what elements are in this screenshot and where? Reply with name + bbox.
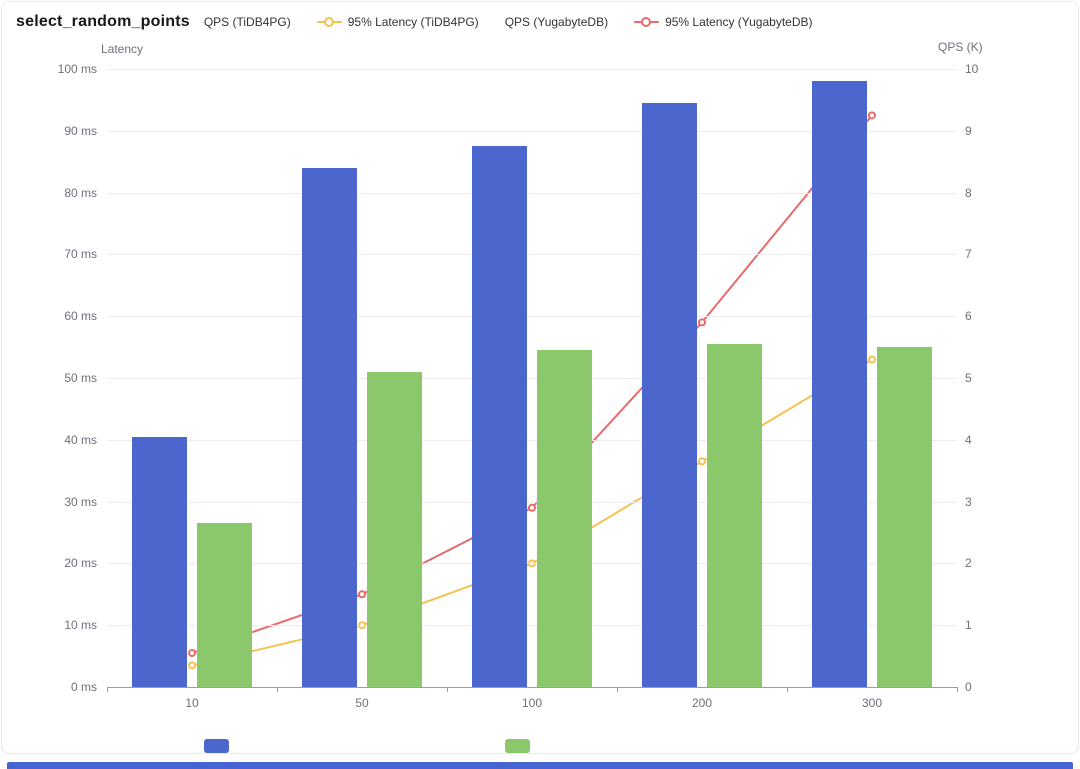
legend-bar-swatch-icon: [203, 739, 229, 753]
line-95-latency-yugabytedb: [191, 114, 873, 654]
gridline: [107, 625, 957, 627]
x-axis-tick: [617, 687, 618, 692]
gridline: [107, 563, 957, 565]
x-tick-label: 50: [355, 696, 369, 710]
x-axis-tick: [957, 687, 958, 692]
left-tick-label: 80 ms: [64, 185, 97, 200]
right-axis-name: QPS (K): [938, 40, 983, 54]
right-tick-label: 5: [965, 371, 972, 385]
bar-qps-yugabytedb-50[interactable]: [367, 371, 422, 687]
data-point-95-latency-yugabytedb-100[interactable]: [528, 503, 536, 512]
legend-item-95-latency-tidb4pg[interactable]: 95% Latency (TiDB4PG): [316, 15, 479, 29]
left-tick-label: 60 ms: [64, 309, 97, 324]
data-point-95-latency-yugabytedb-200[interactable]: [698, 318, 706, 327]
bar-qps-tidb4pg-300[interactable]: [812, 81, 867, 687]
x-tick-label: 200: [691, 696, 713, 710]
left-tick-label: 20 ms: [64, 556, 97, 571]
right-axis-labels: 0 1 2 3 4 5 6 7 8 9 10: [965, 62, 1025, 694]
right-tick-label: 8: [965, 185, 972, 200]
left-tick-label: 40 ms: [64, 432, 97, 447]
line-95-latency-tidb4pg: [191, 358, 873, 667]
bar-qps-yugabytedb-300[interactable]: [877, 347, 932, 687]
gridline: [107, 192, 957, 194]
right-tick-label: 3: [965, 494, 972, 509]
right-tick-label: 1: [965, 618, 972, 633]
legend-item-qps-yugabytedb[interactable]: QPS (YugabyteDB): [504, 15, 609, 753]
legend-bar-swatch-icon: [504, 739, 530, 753]
chart-title: select_random_points: [16, 13, 190, 30]
right-tick-label: 4: [965, 432, 972, 447]
left-tick-label: 70 ms: [64, 247, 97, 262]
bar-qps-tidb4pg-200[interactable]: [642, 103, 697, 687]
x-tick-label: 10: [185, 696, 199, 710]
legend-dot-icon: [323, 17, 334, 27]
bar-qps-tidb4pg-100[interactable]: [472, 146, 527, 687]
gridline: [107, 501, 957, 503]
gridline: [107, 69, 957, 70]
chart-header: select_random_points QPS (TiDB4PG) 95% La…: [2, 2, 1078, 753]
x-tick-label: 100: [521, 696, 543, 710]
legend: QPS (TiDB4PG) 95% Latency (TiDB4PG) QPS (Y…: [203, 15, 813, 753]
left-tick-label: 100 ms: [57, 62, 97, 76]
right-tick-label: 6: [965, 309, 972, 324]
x-axis-tick: [447, 687, 448, 692]
x-axis-tick: [787, 687, 788, 692]
plot-area: [107, 69, 958, 692]
right-tick-label: 7: [965, 247, 972, 262]
x-axis-tick: [277, 687, 278, 692]
data-point-95-latency-tidb4pg-200[interactable]: [698, 457, 706, 466]
right-tick-label: 9: [965, 123, 972, 138]
x-axis-labels: 10 50 100 200 300: [107, 696, 957, 716]
bottom-accent-bar: [7, 762, 1073, 769]
gridline: [107, 130, 957, 132]
chart-card: select_random_points QPS (TiDB4PG) 95% La…: [1, 1, 1079, 754]
x-axis-line: [107, 687, 957, 688]
bar-qps-yugabytedb-200[interactable]: [707, 344, 762, 687]
left-tick-label: 0 ms: [70, 680, 97, 694]
bar-qps-yugabytedb-10[interactable]: [197, 523, 252, 687]
legend-item-95-latency-yugabytedb[interactable]: 95% Latency (YugabyteDB): [634, 15, 813, 29]
legend-label: QPS (YugabyteDB): [504, 15, 609, 29]
legend-label: QPS (TiDB4PG): [203, 15, 291, 29]
gridline: [107, 316, 957, 318]
data-point-95-latency-tidb4pg-10[interactable]: [188, 661, 196, 670]
data-point-95-latency-yugabytedb-10[interactable]: [188, 649, 196, 658]
legend-line-swatch-icon: [634, 15, 660, 29]
left-tick-label: 30 ms: [64, 494, 97, 509]
data-point-95-latency-yugabytedb-300[interactable]: [868, 111, 876, 120]
left-tick-label: 50 ms: [64, 371, 97, 385]
gridline: [107, 378, 957, 379]
x-axis-tick: [107, 687, 108, 692]
left-tick-label: 10 ms: [64, 618, 97, 633]
gridline: [107, 254, 957, 256]
right-tick-label: 2: [965, 556, 972, 571]
bar-qps-yugabytedb-100[interactable]: [537, 350, 592, 687]
gridline: [107, 439, 957, 441]
right-tick-label: 0: [965, 680, 972, 694]
legend-dot-icon: [641, 17, 652, 27]
x-tick-label: 300: [861, 696, 883, 710]
bar-qps-tidb4pg-10[interactable]: [132, 436, 187, 687]
legend-item-qps-tidb4pg[interactable]: QPS (TiDB4PG): [203, 15, 291, 753]
left-axis-labels: 0 ms 10 ms 20 ms 30 ms 40 ms 50 ms 60 ms 70 ms 8…: [2, 62, 97, 694]
legend-label: 95% Latency (YugabyteDB): [665, 15, 813, 29]
left-tick-label: 90 ms: [64, 123, 97, 138]
right-tick-label: 10: [965, 62, 979, 76]
legend-label: 95% Latency (TiDB4PG): [347, 15, 479, 29]
bar-qps-tidb4pg-50[interactable]: [302, 167, 357, 687]
data-point-95-latency-yugabytedb-50[interactable]: [358, 590, 366, 599]
left-axis-name: Latency: [101, 42, 144, 56]
legend-line-swatch-icon: [316, 15, 342, 29]
data-point-95-latency-tidb4pg-300[interactable]: [868, 355, 876, 364]
